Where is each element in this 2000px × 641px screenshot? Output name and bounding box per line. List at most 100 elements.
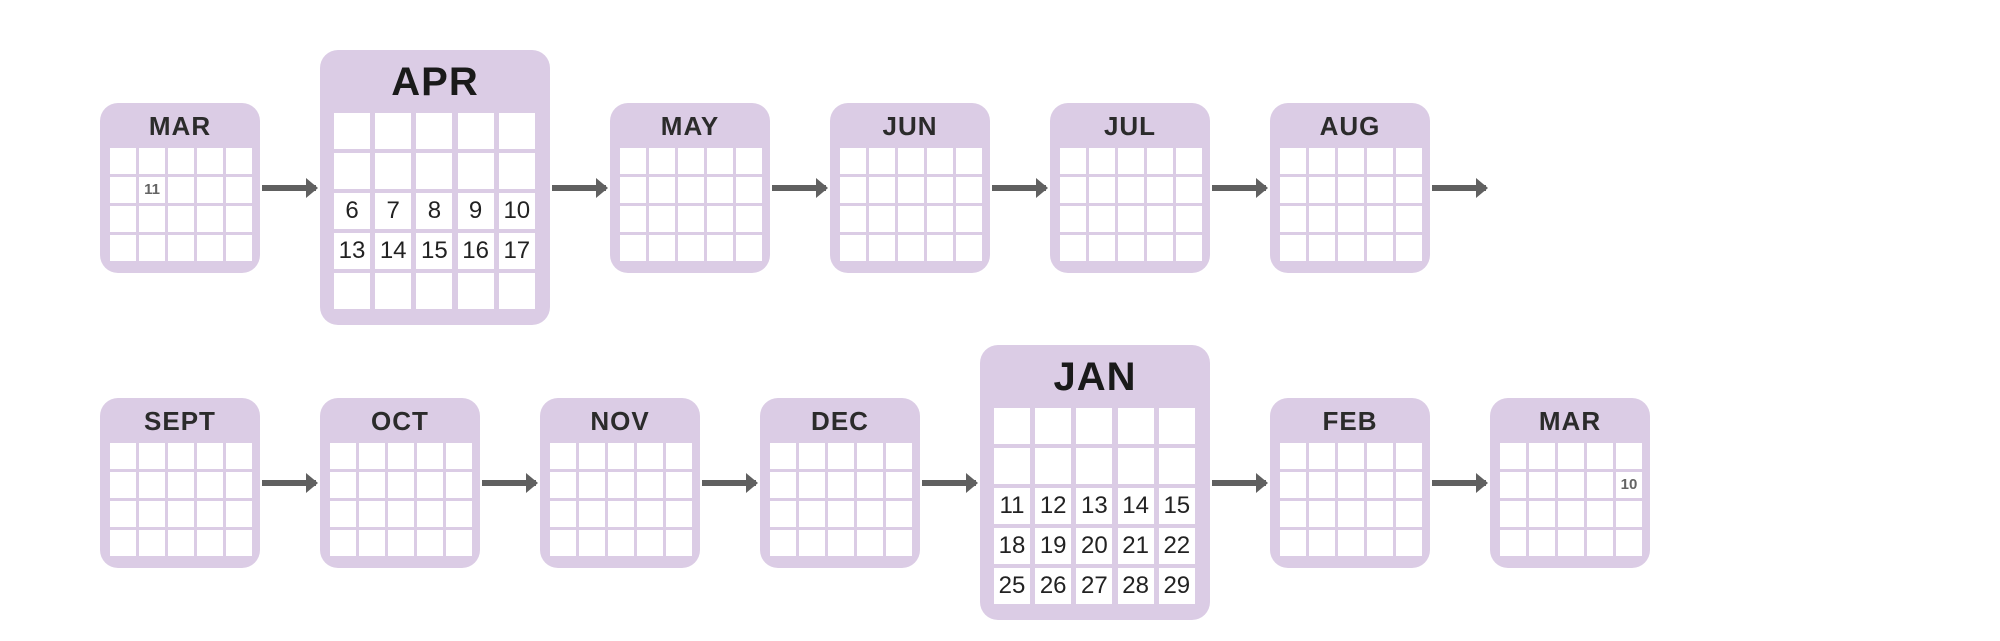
calendar-cell	[458, 273, 494, 309]
calendar-cell	[799, 443, 825, 469]
calendar-cell	[1118, 148, 1144, 174]
calendar-cell	[1558, 501, 1584, 527]
calendar-cell: 14	[375, 233, 411, 269]
calendar-cell	[799, 472, 825, 498]
calendar-cell	[1587, 443, 1613, 469]
calendar-cell	[330, 530, 356, 556]
row-2: SEPTOCTNOVDECJAN111213141518192021222526…	[0, 345, 2000, 620]
calendar-cell	[1118, 206, 1144, 232]
arrow-icon	[1430, 173, 1490, 203]
calendar-cell	[1176, 177, 1202, 203]
calendar-cell	[620, 148, 646, 174]
calendar-cell	[446, 501, 472, 527]
calendar-cell	[666, 443, 692, 469]
calendar-cell	[956, 206, 982, 232]
calendar-cell	[579, 472, 605, 498]
calendar-cell	[359, 530, 385, 556]
calendar-cell	[1616, 443, 1642, 469]
calendar-cell	[226, 472, 252, 498]
calendar-cell	[1338, 206, 1364, 232]
calendar-cell	[499, 113, 535, 149]
calendar-cell: 29	[1159, 568, 1195, 604]
month-jun: JUN	[830, 103, 990, 273]
calendar-cell	[226, 206, 252, 232]
calendar-cell	[1076, 408, 1112, 444]
calendar-cell	[416, 273, 452, 309]
calendar-cell	[707, 206, 733, 232]
calendar-cell	[620, 206, 646, 232]
calendar-cell	[139, 443, 165, 469]
month-nov: NOV	[540, 398, 700, 568]
calendar-cell	[678, 148, 704, 174]
calendar-cell	[1089, 235, 1115, 261]
calendar-cell	[649, 235, 675, 261]
calendar-cell	[1159, 448, 1195, 484]
arrow-icon	[770, 173, 830, 203]
month-dec: DEC	[760, 398, 920, 568]
calendar-cell	[579, 501, 605, 527]
calendar-cell: 11	[139, 177, 165, 203]
month-may: MAY	[610, 103, 770, 273]
calendar-cell	[770, 501, 796, 527]
calendar-cell: 6	[334, 193, 370, 229]
calendar-cell	[828, 443, 854, 469]
calendar-cell	[1367, 177, 1393, 203]
calendar-cell: 22	[1159, 528, 1195, 564]
calendar-cell	[1338, 148, 1364, 174]
calendar-cell	[168, 530, 194, 556]
calendar-cell	[678, 177, 704, 203]
calendar-cell	[1396, 472, 1422, 498]
calendar-cell	[139, 501, 165, 527]
calendar-cell	[1280, 530, 1306, 556]
calendar-cell	[197, 443, 223, 469]
calendar-cell	[1587, 501, 1613, 527]
calendar-cell	[678, 206, 704, 232]
calendar-cell	[446, 530, 472, 556]
calendar-cell	[707, 235, 733, 261]
calendar-cell	[458, 153, 494, 189]
calendar-cell	[649, 177, 675, 203]
calendar-cell	[226, 235, 252, 261]
calendar-cell	[168, 148, 194, 174]
calendar-grid: 6789101314151617	[334, 113, 536, 309]
calendar-cell	[956, 177, 982, 203]
calendar-cell	[1396, 530, 1422, 556]
calendar-cell	[1367, 501, 1393, 527]
calendar-cell	[416, 113, 452, 149]
calendar-cell	[1060, 206, 1086, 232]
month-apr: APR6789101314151617	[320, 50, 550, 325]
calendar-cell	[1367, 443, 1393, 469]
calendar-cell	[499, 153, 535, 189]
calendar-grid	[110, 443, 250, 556]
calendar-grid: 10	[1500, 443, 1640, 556]
calendar-cell	[956, 235, 982, 261]
calendar-cell	[886, 501, 912, 527]
calendar-cell	[226, 177, 252, 203]
calendar-cell: 7	[375, 193, 411, 229]
calendar-cell	[857, 472, 883, 498]
calendar-cell	[1396, 501, 1422, 527]
calendar-cell	[1338, 235, 1364, 261]
calendar-cell	[649, 148, 675, 174]
calendar-cell	[666, 472, 692, 498]
calendar-cell	[927, 235, 953, 261]
calendar-cell	[1616, 501, 1642, 527]
calendar-cell	[1118, 448, 1154, 484]
calendar-cell	[1309, 443, 1335, 469]
month-title: DEC	[770, 406, 910, 437]
calendar-cell	[110, 443, 136, 469]
calendar-cell	[197, 177, 223, 203]
calendar-cell	[334, 113, 370, 149]
calendar-cell	[1500, 501, 1526, 527]
calendar-cell: 20	[1076, 528, 1112, 564]
calendar-cell	[608, 472, 634, 498]
calendar-cell	[886, 443, 912, 469]
calendar-cell	[388, 472, 414, 498]
month-title: JAN	[994, 355, 1196, 400]
calendar-cell	[334, 153, 370, 189]
calendar-cell	[1558, 530, 1584, 556]
month-aug: AUG	[1270, 103, 1430, 273]
calendar-cell	[139, 206, 165, 232]
calendar-cell	[857, 530, 883, 556]
calendar-cell	[197, 206, 223, 232]
